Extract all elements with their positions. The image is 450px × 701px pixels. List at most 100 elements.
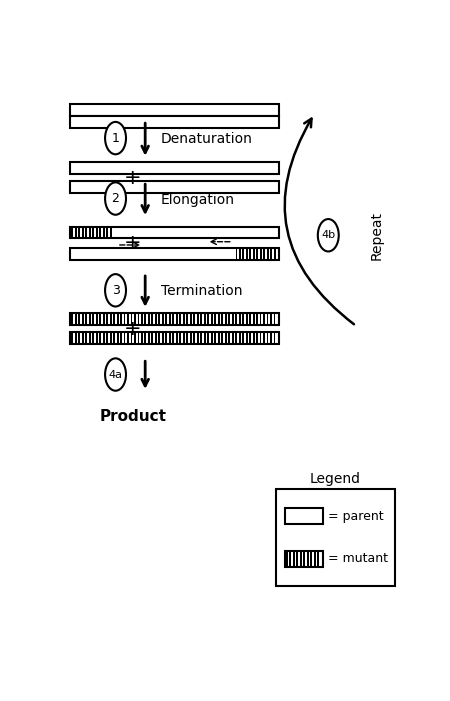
- Bar: [75, 332, 76, 343]
- Bar: [96, 313, 98, 325]
- Bar: [71, 313, 73, 325]
- Bar: [235, 313, 237, 325]
- Bar: [70, 162, 279, 174]
- Text: +: +: [124, 319, 142, 339]
- Bar: [197, 313, 199, 325]
- Bar: [260, 249, 262, 259]
- Bar: [204, 332, 206, 343]
- Bar: [286, 552, 288, 566]
- Bar: [141, 332, 143, 343]
- Circle shape: [105, 182, 126, 215]
- Bar: [214, 332, 216, 343]
- Bar: [266, 332, 269, 343]
- Bar: [190, 332, 192, 343]
- Bar: [78, 313, 80, 325]
- Bar: [317, 552, 319, 566]
- Circle shape: [105, 122, 126, 154]
- Bar: [242, 332, 244, 343]
- Bar: [106, 227, 108, 238]
- Bar: [82, 313, 84, 325]
- Bar: [85, 313, 87, 325]
- Bar: [235, 332, 237, 343]
- Bar: [225, 313, 227, 325]
- Bar: [225, 332, 227, 343]
- Bar: [110, 227, 112, 238]
- Bar: [267, 249, 269, 259]
- Bar: [228, 313, 230, 325]
- Bar: [70, 181, 279, 193]
- Bar: [239, 249, 241, 259]
- Bar: [256, 249, 258, 259]
- Bar: [303, 552, 305, 566]
- Bar: [75, 313, 76, 325]
- Text: 4a: 4a: [108, 369, 122, 379]
- Bar: [70, 313, 279, 325]
- Text: 1: 1: [112, 132, 120, 144]
- Bar: [106, 313, 108, 325]
- Bar: [134, 332, 136, 343]
- Bar: [263, 313, 265, 325]
- Bar: [113, 332, 115, 343]
- Bar: [75, 227, 76, 238]
- Bar: [186, 313, 188, 325]
- Bar: [306, 552, 309, 566]
- Bar: [253, 249, 255, 259]
- Bar: [260, 313, 261, 325]
- Bar: [204, 313, 206, 325]
- Circle shape: [105, 358, 126, 390]
- Bar: [99, 332, 101, 343]
- Bar: [214, 313, 216, 325]
- Bar: [249, 332, 251, 343]
- Bar: [158, 332, 160, 343]
- Bar: [85, 332, 87, 343]
- Bar: [124, 332, 126, 343]
- Text: Termination: Termination: [161, 285, 243, 299]
- Bar: [183, 313, 185, 325]
- Bar: [110, 332, 112, 343]
- Bar: [89, 313, 90, 325]
- Bar: [228, 332, 230, 343]
- Bar: [260, 332, 261, 343]
- Bar: [158, 313, 160, 325]
- Text: Product: Product: [99, 409, 166, 423]
- Bar: [235, 249, 238, 259]
- Bar: [274, 249, 276, 259]
- Bar: [127, 313, 129, 325]
- Bar: [169, 332, 171, 343]
- Bar: [246, 332, 248, 343]
- Bar: [194, 332, 195, 343]
- Bar: [148, 313, 150, 325]
- Bar: [172, 313, 174, 325]
- Bar: [162, 332, 164, 343]
- Bar: [70, 332, 279, 343]
- Bar: [70, 104, 279, 116]
- Text: 3: 3: [112, 284, 120, 297]
- Bar: [218, 313, 220, 325]
- Bar: [148, 332, 150, 343]
- Bar: [285, 551, 323, 567]
- Bar: [166, 332, 167, 343]
- Bar: [296, 552, 298, 566]
- Bar: [263, 249, 266, 259]
- Bar: [246, 249, 248, 259]
- Bar: [106, 332, 108, 343]
- Bar: [186, 332, 188, 343]
- Bar: [152, 332, 153, 343]
- Bar: [242, 313, 244, 325]
- Bar: [256, 332, 258, 343]
- Bar: [252, 332, 255, 343]
- Bar: [82, 332, 84, 343]
- Bar: [232, 332, 234, 343]
- Text: Elongation: Elongation: [161, 193, 235, 207]
- Bar: [176, 332, 178, 343]
- Text: = parent: = parent: [328, 510, 384, 523]
- Bar: [134, 313, 136, 325]
- Bar: [207, 313, 209, 325]
- Bar: [176, 313, 178, 325]
- Bar: [155, 313, 157, 325]
- Bar: [70, 116, 279, 128]
- Bar: [103, 332, 104, 343]
- Bar: [71, 332, 73, 343]
- Bar: [78, 227, 80, 238]
- Bar: [71, 227, 73, 238]
